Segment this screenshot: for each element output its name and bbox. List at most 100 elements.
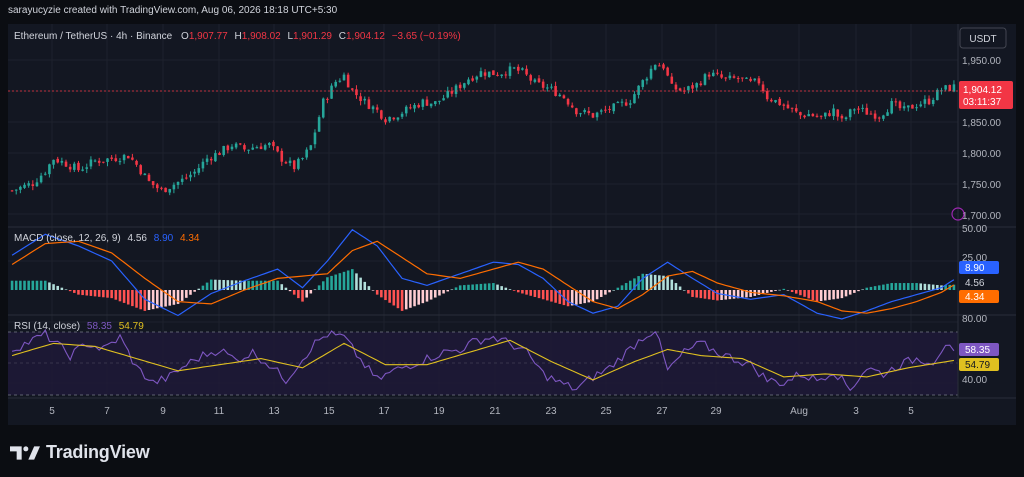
price-tick: 1,800.00 [962, 149, 1001, 160]
macd-hist-bar [367, 286, 371, 290]
macd-hist-bar [305, 290, 308, 298]
currency-button-label[interactable]: USDT [969, 34, 996, 45]
macd-hist-bar [413, 290, 416, 307]
high-key: H [235, 31, 242, 42]
candle-body [662, 64, 665, 69]
macd-hist-bar [886, 283, 889, 290]
macd-hist-bar [292, 290, 296, 295]
chart-area[interactable]: Ethereum / TetherUS · 4h · Binance O1,90… [8, 24, 1016, 425]
macd-hist-bar [14, 280, 18, 290]
candle-body [27, 183, 30, 186]
macd-hist-bar [629, 280, 632, 290]
macd-hist-tag [959, 290, 999, 303]
candle-body [409, 107, 412, 109]
candle-body [73, 163, 76, 170]
macd-hist-bar [243, 280, 246, 290]
candle-body [355, 89, 358, 96]
macd-hist-bar [653, 274, 657, 290]
clock-icon[interactable] [951, 207, 965, 221]
macd-hist-bar [371, 290, 375, 291]
macd-hist-bar [483, 283, 487, 290]
candle-body [317, 117, 321, 132]
price-tick: 1,750.00 [962, 180, 1001, 191]
candle-body [359, 96, 362, 102]
macd-hist-bar [604, 290, 607, 295]
macd-hist-bar [865, 287, 869, 290]
macd-hist-bar [458, 285, 462, 290]
macd-hist-bar [799, 290, 802, 296]
macd-hist-bar [56, 285, 60, 290]
macd-hist-bar [43, 280, 47, 290]
candle-body [247, 149, 250, 151]
macd-hist-bar [359, 277, 362, 290]
candle-body [160, 187, 163, 189]
macd-hist-bar [620, 285, 624, 290]
macd-hist-bar [189, 290, 192, 295]
interval: 4h [116, 31, 127, 42]
macd-hist-bar [73, 290, 76, 293]
macd-hist-bar [819, 290, 823, 302]
candle-body [64, 161, 68, 167]
candle-body [911, 104, 914, 109]
high-value: 1,908.02 [242, 31, 281, 42]
candle-body [442, 98, 445, 101]
macd-hist-bar [334, 274, 337, 290]
macd-hist-bar [409, 290, 412, 308]
macd-hist-bar [475, 284, 479, 290]
candle-body [338, 80, 342, 82]
candle-body [135, 160, 138, 165]
candle-body [496, 74, 499, 76]
candle-body [151, 181, 155, 186]
macd-legend[interactable]: MACD (close, 12, 26, 9) 4.56 8.90 4.34 [14, 233, 200, 244]
candle-body [60, 160, 64, 163]
rsi-legend[interactable]: RSI (14, close) 58.35 54.79 [14, 321, 144, 332]
candle-body [433, 101, 437, 105]
macd-hist-bar [160, 290, 163, 308]
exchange: Binance [136, 31, 173, 42]
macd-hist-bar [824, 290, 827, 301]
candle-body [936, 89, 939, 101]
macd-hist-bar [944, 285, 947, 290]
candle-body [653, 64, 657, 70]
candle-body [906, 105, 910, 108]
candle-body [612, 103, 615, 112]
candle-body [699, 83, 703, 86]
currency-button[interactable] [959, 27, 1007, 49]
macd-hist-bar [711, 290, 715, 300]
macd-hist-bar [616, 287, 620, 290]
macd-hist-bar [421, 290, 425, 304]
macd-hist-bar [60, 287, 64, 290]
candle-body [741, 77, 744, 79]
macd-hist-bar [442, 290, 445, 294]
candle-body [869, 113, 873, 115]
macd-hist-bar [516, 290, 520, 293]
time-axis[interactable]: 5 7 9 11 13 15 17 19 21 23 25 27 29 Aug … [49, 406, 914, 417]
main-legend[interactable]: Ethereum / TetherUS · 4h · Binance O1,90… [14, 31, 461, 42]
candle-body [782, 104, 786, 106]
candle-body [508, 66, 512, 76]
candle-body [68, 166, 72, 170]
chart-svg[interactable]: Ethereum / TetherUS · 4h · Binance O1,90… [8, 24, 1016, 425]
macd-hist-bar [479, 283, 483, 290]
macd-hist-bar [238, 280, 242, 290]
macd-hist-bar [492, 283, 495, 290]
candle-body [81, 169, 84, 171]
candle-body [724, 77, 728, 79]
macd-hist-bar [566, 290, 570, 307]
candle-body [894, 101, 898, 103]
macd-hist-bar [649, 274, 653, 290]
macd-hist-bar [222, 279, 225, 290]
candle-body [720, 74, 723, 78]
candle-body [504, 74, 508, 76]
candle-body [554, 85, 557, 96]
candle-body [413, 105, 416, 109]
price-axis[interactable]: 1,950.00 1,850.00 1,800.00 1,750.00 1,70… [962, 56, 1001, 386]
candle-body [815, 115, 819, 117]
candle-body [492, 70, 495, 76]
macd-hist-bar [102, 290, 105, 298]
tradingview-logo[interactable]: TradingView [10, 442, 150, 463]
macd-hist-bar [936, 284, 939, 290]
macd-signal-line [11, 240, 955, 314]
candle-body [450, 91, 454, 94]
macd-hist-bar [699, 290, 703, 299]
